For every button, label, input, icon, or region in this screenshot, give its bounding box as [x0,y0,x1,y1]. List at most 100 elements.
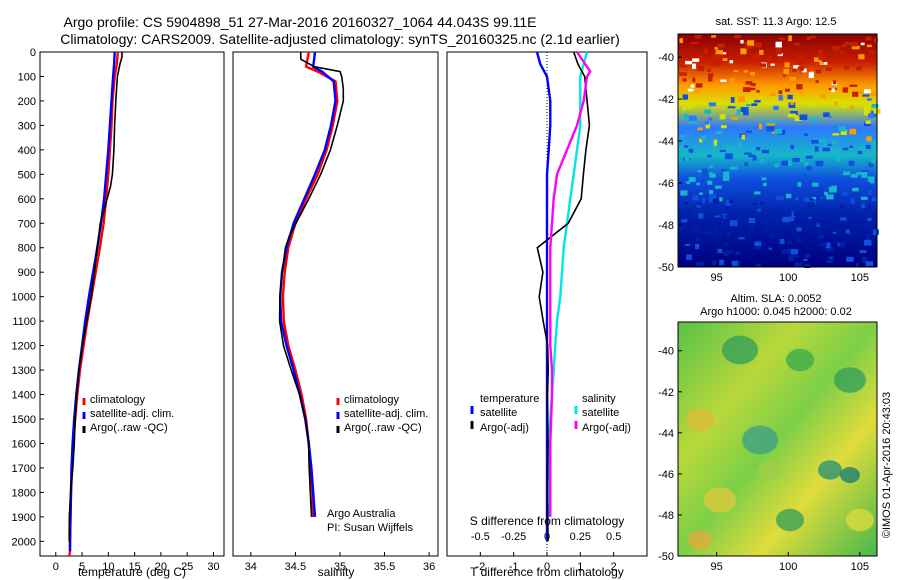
sst-pixel [744,45,753,49]
x-tick-label: 34.5 [285,561,306,573]
sst-pixel [701,168,708,175]
sst-pixel [759,50,764,55]
depth-tick-label: 1900 [12,512,36,524]
sst-pixel [767,123,775,126]
sst-pixel [740,39,744,44]
sst-pixel [704,48,708,54]
sst-pixel [719,197,723,202]
sst-pixel [808,72,814,79]
sst-pixel [694,35,702,39]
sst-pixel [843,171,851,176]
sst-pixel [824,191,828,196]
sst-pixel [696,261,704,267]
sst-pixel [693,227,699,232]
sla-blob [758,460,782,480]
sst-pixel [699,138,703,143]
sst-pixel [768,247,772,250]
sst-pixel [799,67,804,71]
salinity-xlabel: salinity [318,565,355,579]
x-tick-label: 35.5 [374,561,395,573]
sst-pixel [838,126,846,132]
x-tick-label: 0 [544,561,550,573]
s-difference-xlabel: S difference from climatology [470,514,625,528]
sst-pixel [753,55,758,58]
sst-pixel [822,147,830,152]
sst-pixel [797,66,805,69]
sst-pixel [684,148,691,151]
sst-pixel [713,139,718,146]
sst-pixel [816,223,820,227]
sst-pixel [725,200,731,206]
t-difference-xlabel: T difference from climatology [470,565,624,579]
sst-pixel [682,94,688,100]
sst-pixel [773,105,779,110]
sst-pixel [867,176,875,182]
series-line-argo-adj- [549,51,592,517]
sst-pixel [705,122,710,129]
sst-pixel [704,109,712,114]
sla-blob [722,335,758,365]
temperature-axes [39,51,225,557]
sst-pixel [871,104,879,108]
sst-pixel [684,244,691,246]
sst-pixel [764,121,773,126]
sst-pixel [728,199,734,204]
sst-pixel [866,44,872,48]
sst-pixel [858,54,865,60]
s-tick-label: 0.25 [570,531,591,543]
sst-pixel [858,66,862,71]
sst-pixel [836,218,843,224]
sst-pixel [823,142,827,147]
lat-tick-label: -42 [658,387,674,399]
sst-pixel [818,139,827,142]
sst-pixel [690,84,695,88]
sst-pixel [695,83,703,88]
sst-pixel [721,125,728,129]
sst-pixel [747,40,755,47]
sst-pixel [872,61,878,65]
sst-pixel [744,162,748,166]
sst-pixel [867,92,876,96]
sst-pixel [826,58,830,64]
sst-pixel [760,159,764,163]
sst-pixel [681,219,688,223]
sst-pixel [724,242,729,246]
sst-pixel [755,42,762,48]
sst-pixel [766,55,772,61]
sst-pixel [866,234,871,238]
sst-pixel [688,148,694,153]
sst-map: sat. SST: 11.3 Argo: 12.5 [658,16,881,284]
sst-pixel [859,145,865,151]
x-tick-label: 1 [577,561,583,573]
sst-pixel [794,117,802,121]
sst-pixel [754,191,761,195]
t-difference-ticks: -2 -1 0 1 2 [475,552,617,573]
sst-pixel [829,187,837,193]
sla-title-2: Argo h1000: 0.045 h2000: 0.02 [700,306,852,318]
temperature-lines [68,51,123,557]
sla-blob [786,348,814,372]
sst-pixel [865,144,871,149]
series-line-satellite-adj-clim- [278,51,337,517]
sst-pixel [736,109,740,116]
sst-pixel [715,231,721,234]
x-tick-label: 30 [207,561,219,573]
sst-pixel [797,238,802,243]
x-tick-label: 25 [181,561,193,573]
sst-pixel [714,228,718,232]
sst-pixel [708,117,713,121]
sst-pixel [697,127,703,131]
sst-pixel [868,162,874,168]
sst-pixel [810,117,818,122]
sst-pixel [820,196,824,199]
legend-argo: Argo(..raw -QC) [344,422,422,434]
depth-tick-label: 800 [18,243,36,255]
sst-pixel [832,133,840,136]
sst-pixel [699,192,703,195]
sst-pixel [832,140,837,144]
sst-pixel [798,62,804,65]
sst-pixel [756,146,761,151]
sst-pixel [752,156,757,161]
sst-pixel [730,97,735,103]
sst-pixel [714,215,721,218]
